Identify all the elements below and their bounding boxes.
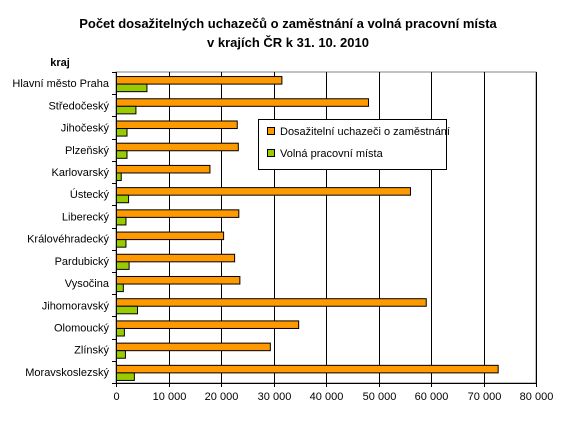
- bar-uchazeci: [116, 120, 238, 130]
- bar-uchazeci: [116, 342, 271, 352]
- chart-title-line-1: Počet dosažitelných uchazečů o zaměstnán…: [79, 16, 497, 31]
- bar-uchazeci: [116, 76, 283, 85]
- bar-uchazeci: [116, 209, 240, 218]
- bar-uchazeci: [116, 275, 241, 285]
- bar-volna-mista: [116, 305, 138, 315]
- bar-uchazeci: [116, 164, 211, 174]
- legend-box: [258, 119, 447, 170]
- x-tick-label: 10 000: [153, 391, 187, 403]
- category-label: Plzeňský: [65, 145, 110, 157]
- x-tick-label: 70 000: [468, 391, 502, 403]
- x-tick-label: 60 000: [415, 391, 449, 403]
- legend-entry-label: Volná pracovní místa: [280, 148, 384, 160]
- bar-uchazeci: [116, 187, 411, 196]
- category-label: Hlavní město Praha: [12, 78, 109, 90]
- bar-volna-mista: [116, 261, 130, 270]
- bar-volna-mista: [116, 350, 126, 359]
- bar-volna-mista: [116, 83, 148, 93]
- category-label: Královéhradecký: [27, 234, 109, 246]
- bar-uchazeci: [116, 98, 369, 107]
- legend-entry-label: Dosažitelní uchazeči o zaměstnání: [280, 126, 450, 138]
- bar-volna-mista: [116, 327, 125, 337]
- bar-volna-mista: [116, 194, 130, 204]
- bar-volna-mista: [116, 150, 128, 159]
- category-axis-header: kraj: [50, 57, 70, 69]
- chart-title-line-2: v krajích ČR k 31. 10. 2010: [207, 35, 369, 50]
- category-label: Olomoucký: [54, 322, 110, 334]
- legend-swatch: [267, 127, 275, 135]
- category-label: Liberecký: [62, 211, 110, 223]
- x-tick-label: 80 000: [520, 391, 554, 403]
- category-label: Středočeský: [48, 100, 109, 112]
- legend: Dosažitelní uchazeči o zaměstnání Volná p…: [258, 119, 450, 170]
- category-label: Ústecký: [70, 188, 110, 201]
- chart-title: Počet dosažitelných uchazečů o zaměstnán…: [79, 16, 497, 50]
- bar-volna-mista: [116, 239, 127, 248]
- bar-volna-mista: [116, 128, 128, 137]
- category-label: Zlínský: [74, 345, 109, 357]
- bar-volna-mista: [116, 172, 122, 182]
- x-tick-label: 0: [113, 391, 119, 403]
- bar-uchazeci: [116, 253, 236, 263]
- legend-swatch: [267, 149, 275, 157]
- bar-volna-mista: [116, 216, 127, 226]
- x-tick-label: 40 000: [310, 391, 344, 403]
- x-tick-label: 30 000: [258, 391, 292, 403]
- category-label: Karlovarský: [52, 167, 110, 179]
- x-tick-label: 50 000: [363, 391, 397, 403]
- category-label: Vysočina: [65, 278, 110, 290]
- category-label: Jihomoravský: [42, 300, 110, 312]
- bar-uchazeci: [116, 364, 499, 374]
- category-label: Moravskoslezský: [25, 367, 109, 379]
- bar-volna-mista: [116, 283, 124, 293]
- category-label: Pardubický: [55, 256, 110, 268]
- bar-volna-mista: [116, 105, 137, 115]
- bar-uchazeci: [116, 298, 427, 307]
- bar-uchazeci: [116, 142, 239, 152]
- bar-uchazeci: [116, 320, 300, 329]
- bar-volna-mista: [116, 372, 135, 381]
- x-tick-label: 20 000: [205, 391, 239, 403]
- bar-uchazeci: [116, 231, 225, 241]
- category-label: Jihočeský: [61, 123, 110, 135]
